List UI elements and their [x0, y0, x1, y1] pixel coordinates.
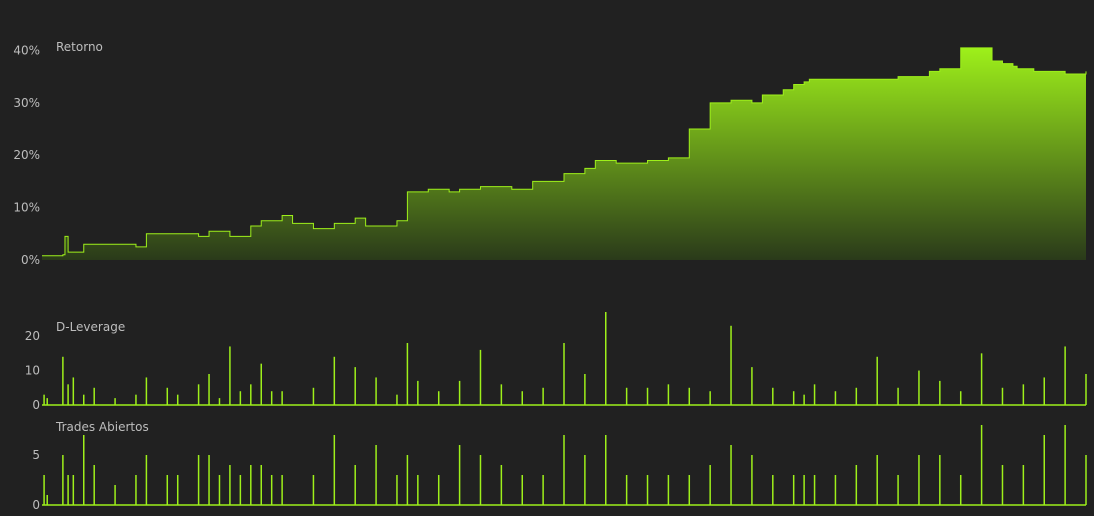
d-leverage-series: [42, 312, 1087, 406]
y-tick-label: 40%: [13, 43, 40, 57]
y-tick-label: 5: [32, 448, 40, 462]
panel-d-leverage: D-Leverage 0 10 20: [25, 312, 1087, 412]
y-tick-label: 20%: [13, 148, 40, 162]
d-leverage-title: D-Leverage: [56, 320, 125, 334]
retorno-area: [42, 47, 1086, 260]
trades-abiertos-y-axis: 05: [32, 448, 40, 512]
y-tick-label: 10%: [13, 201, 40, 215]
y-tick-label: 0%: [21, 253, 40, 267]
retorno-y-axis: 0% 10% 20% 30% 40%: [13, 43, 40, 267]
y-tick-label: 30%: [13, 96, 40, 110]
panel-retorno: Retorno 0% 10% 20% 30% 40%: [13, 40, 1087, 267]
panel-trades-abiertos: Trades Abiertos 05: [32, 420, 1087, 512]
retorno-title: Retorno: [56, 40, 103, 54]
trades-abiertos-title: Trades Abiertos: [55, 420, 149, 434]
y-tick-label: 0: [32, 398, 40, 412]
y-tick-label: 0: [32, 498, 40, 512]
retorno-line: [42, 47, 1087, 257]
d-leverage-y-axis: 0 10 20: [25, 329, 40, 412]
trades-abiertos-series: [42, 425, 1087, 506]
y-tick-label: 10: [25, 364, 40, 378]
y-tick-label: 20: [25, 329, 40, 343]
